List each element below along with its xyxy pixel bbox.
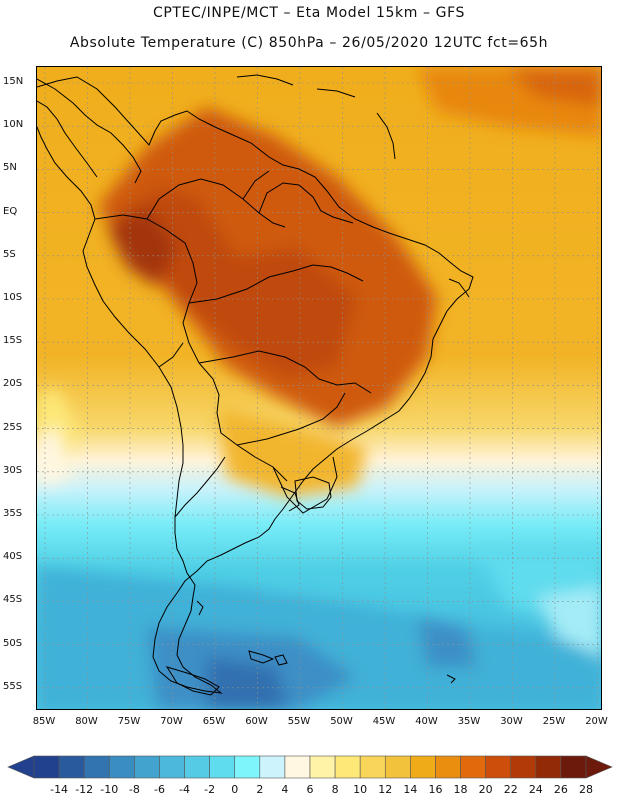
lat-label: 10S bbox=[3, 292, 23, 303]
colorbar-swatch bbox=[334, 755, 361, 779]
colorbar-swatch bbox=[83, 755, 110, 779]
map-grid bbox=[37, 67, 601, 709]
lat-label: 40S bbox=[3, 551, 23, 563]
lon-label: 35W bbox=[457, 716, 481, 727]
colorbar-swatch bbox=[309, 755, 336, 779]
colorbar-swatch bbox=[410, 755, 436, 779]
colorbar-label: -6 bbox=[153, 783, 165, 796]
colorbar-min-arrow bbox=[7, 755, 35, 779]
colorbar-label: 18 bbox=[453, 783, 468, 796]
lat-label: 20S bbox=[3, 378, 23, 390]
colorbar-label: 26 bbox=[553, 783, 568, 796]
colorbar-swatch bbox=[485, 755, 512, 779]
colorbar-label: -12 bbox=[75, 783, 94, 796]
lon-label: 80W bbox=[75, 716, 98, 727]
colorbar-label: 6 bbox=[306, 783, 314, 796]
temperature-map bbox=[36, 66, 602, 710]
continent-outline bbox=[37, 74, 474, 696]
lon-label: 30W bbox=[500, 716, 523, 727]
lat-label: 15N bbox=[3, 76, 24, 87]
lat-label: 5N bbox=[3, 162, 17, 174]
colorbar-swatch bbox=[259, 755, 286, 779]
colorbar-label: -8 bbox=[128, 783, 140, 796]
lat-label: 45S bbox=[3, 594, 23, 606]
colorbar-swatch bbox=[134, 755, 160, 779]
colorbar-swatch bbox=[234, 755, 261, 779]
lat-label: EQ bbox=[3, 205, 18, 217]
colorbar-swatch bbox=[108, 755, 135, 779]
colorbar-swatch bbox=[33, 755, 60, 779]
colorbar-label: 2 bbox=[256, 783, 264, 796]
lat-label: 15S bbox=[3, 335, 23, 347]
lat-label: 35S bbox=[3, 508, 23, 519]
colorbar-swatch bbox=[435, 755, 461, 779]
colorbar-swatch bbox=[184, 755, 210, 779]
colorbar-label: -10 bbox=[100, 783, 119, 796]
colorbar-swatch bbox=[510, 755, 537, 779]
colorbar-swatch bbox=[460, 755, 486, 779]
colorbar-label: 8 bbox=[331, 783, 339, 796]
colorbar-label: 4 bbox=[281, 783, 289, 796]
colorbar-swatch bbox=[359, 755, 386, 779]
colorbar-label: 16 bbox=[428, 783, 443, 796]
lat-label: 50S bbox=[3, 637, 23, 649]
colorbar-label: -4 bbox=[179, 783, 191, 796]
temperature-zones bbox=[37, 67, 601, 709]
colorbar-label: 24 bbox=[528, 783, 543, 796]
colorbar-label: -14 bbox=[50, 783, 69, 796]
colorbar-label: 12 bbox=[378, 783, 393, 796]
lat-label: 30S bbox=[3, 464, 23, 476]
lat-label: 10N bbox=[3, 119, 24, 131]
lon-label: 70W bbox=[160, 716, 183, 727]
title-line-2: Absolute Temperature (C) 850hPa – 26/05/… bbox=[69, 35, 549, 51]
colorbar-label: 22 bbox=[503, 783, 518, 796]
lon-label: 65W bbox=[202, 716, 226, 727]
lat-label: 25S bbox=[3, 421, 23, 433]
lon-label: 45W bbox=[372, 716, 396, 727]
colorbar-label: 20 bbox=[478, 783, 493, 796]
colorbar-swatch bbox=[209, 755, 236, 779]
colorbar-label: 10 bbox=[353, 783, 368, 796]
colorbar-swatch bbox=[560, 755, 587, 779]
lat-label: 5S bbox=[3, 248, 16, 260]
colorbar bbox=[7, 755, 613, 779]
colorbar-label: 14 bbox=[403, 783, 418, 796]
colorbar-swatch bbox=[58, 755, 85, 779]
colorbar-label: 28 bbox=[579, 783, 593, 796]
title-line-1: CPTEC/INPE/MCT – Eta Model 15km – GFS bbox=[152, 5, 466, 21]
colorbar-label: 0 bbox=[231, 783, 239, 796]
lon-label: 75W bbox=[117, 716, 141, 727]
lat-label: 55S bbox=[3, 680, 23, 692]
colorbar-max-arrow bbox=[585, 755, 613, 779]
colorbar-swatch bbox=[159, 755, 185, 779]
colorbar-swatch bbox=[535, 755, 562, 779]
lon-label: 85W bbox=[32, 716, 56, 727]
map-svg bbox=[37, 67, 601, 709]
lon-label: 20W bbox=[585, 716, 608, 727]
lon-label: 55W bbox=[287, 716, 311, 727]
lon-label: 60W bbox=[245, 716, 268, 727]
colorbar-swatch bbox=[284, 755, 311, 779]
lon-label: 25W bbox=[542, 716, 566, 727]
colorbar-swatch bbox=[384, 755, 411, 779]
lon-label: 40W bbox=[415, 716, 438, 727]
colorbar-label: -2 bbox=[204, 783, 216, 796]
lon-label: 50W bbox=[330, 716, 353, 727]
